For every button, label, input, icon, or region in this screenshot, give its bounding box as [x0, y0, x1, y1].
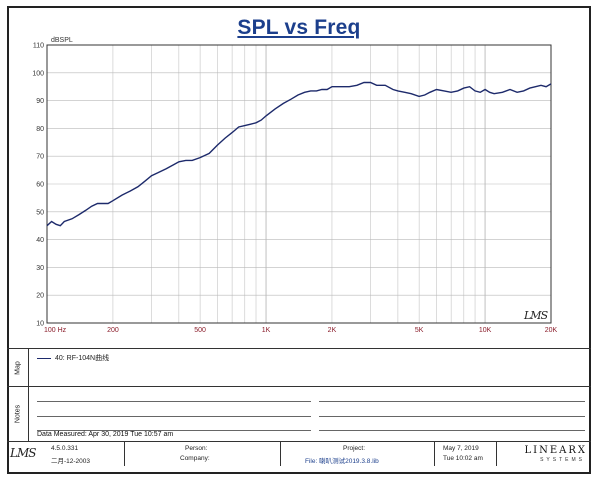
version-text: 4.5.0.331	[51, 445, 79, 452]
lms-watermark-logo: LMS	[524, 309, 548, 322]
person-label: Person:	[185, 445, 208, 452]
legend-swatch	[37, 357, 51, 359]
footer-wrapper: LMS 4.5.0.331 二月-12-2003 Person: Company…	[7, 0, 591, 474]
report-frame: SPL vs Freq	[7, 6, 591, 474]
footer-project-cell: Project: File: 喇叭测试2019.3.8.lib	[281, 442, 435, 466]
chart-title: SPL vs Freq	[237, 16, 361, 39]
x-tick-label: 200	[107, 327, 119, 334]
linearx-logo: LINEARX	[524, 445, 587, 456]
y-tick-label: 70	[36, 154, 44, 161]
data-measured-text: Data Measured: Apr 30, 2019 Tue 10:57 am	[37, 431, 174, 438]
x-tick-label: 2K	[328, 327, 337, 334]
y-tick-label: 20	[36, 293, 44, 300]
y-tick-label: 30	[36, 265, 44, 272]
note-line[interactable]	[319, 401, 585, 402]
spl-curve	[46, 81, 552, 227]
footer-brand-cell: LINEARX SYSTEMS	[497, 442, 591, 466]
notes-section: Notes Data Measured: Apr 30, 2019 Tue 10…	[7, 386, 591, 441]
x-tick-label: 1K	[262, 327, 271, 334]
map-section: Map 40: RF-104N曲线	[7, 348, 591, 386]
note-line[interactable]	[37, 416, 311, 417]
footer-person-cell: Person: Company:	[125, 442, 281, 466]
x-tick-label: 100 Hz	[44, 327, 67, 334]
file-label: File: 喇叭测试2019.3.8.lib	[305, 458, 379, 465]
y-tick-label: 10	[36, 321, 44, 328]
legend-entry-label: 40: RF-104N曲线	[55, 355, 110, 362]
y-tick-label: 50	[36, 209, 44, 216]
y-tick-label: 90	[36, 98, 44, 105]
note-line[interactable]	[319, 430, 585, 431]
y-tick-label: 80	[36, 126, 44, 133]
footer-version-cell: LMS 4.5.0.331 二月-12-2003	[7, 442, 125, 466]
lms-logo: LMS	[10, 446, 37, 460]
x-tick-label: 5K	[415, 327, 424, 334]
y-tick-label: 60	[36, 182, 44, 189]
x-tick-label: 10K	[479, 327, 492, 334]
y-axis-label: dBSPL	[51, 37, 73, 44]
x-tick-labels: 100 Hz 200 500 1K 2K 5K 10K 20K	[44, 327, 558, 334]
footer-bar: LMS 4.5.0.331 二月-12-2003 Person: Company…	[7, 441, 591, 466]
date-text: May 7, 2019	[443, 445, 479, 452]
plot-area	[46, 44, 552, 324]
y-tick-label: 110	[33, 43, 44, 50]
y-tick-labels: 10 20 30 40 50 60 70 80 90 100 110	[32, 43, 44, 328]
footer-date-cell: May 7, 2019 Tue 10:02 am	[435, 442, 497, 466]
y-tick-label: 40	[36, 237, 44, 244]
map-tab[interactable]: Map	[7, 349, 29, 386]
notes-tab[interactable]: Notes	[7, 387, 29, 441]
y-tick-label: 100	[32, 70, 44, 77]
note-line[interactable]	[37, 401, 311, 402]
time-text: Tue 10:02 am	[443, 455, 483, 462]
note-line[interactable]	[319, 416, 585, 417]
note-line[interactable]	[37, 430, 311, 431]
map-legend-entry[interactable]: 40: RF-104N曲线	[37, 353, 109, 363]
date-code-text: 二月-12-2003	[51, 458, 91, 465]
linearx-systems-text: SYSTEMS	[540, 457, 585, 463]
project-label: Project:	[343, 445, 366, 452]
x-tick-label: 500	[194, 327, 206, 334]
company-label: Company:	[180, 455, 210, 462]
x-tick-label: 20K	[545, 327, 558, 334]
